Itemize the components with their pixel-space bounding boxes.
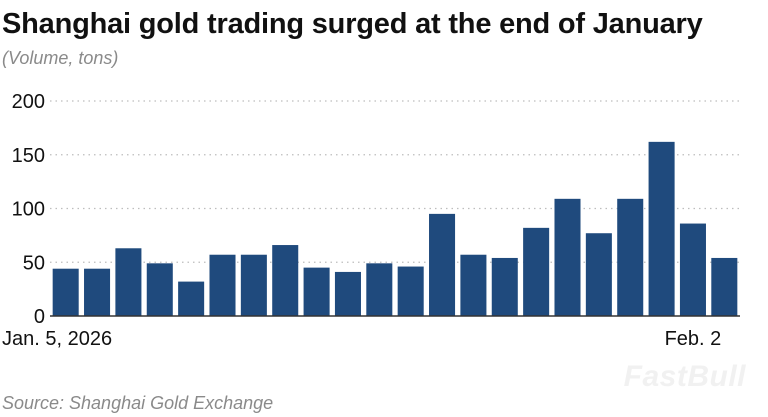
y-tick-label: 100	[12, 199, 45, 221]
bar	[617, 198, 644, 316]
bar	[209, 254, 236, 316]
bar	[460, 254, 487, 316]
bar	[491, 257, 518, 316]
x-tick-label: Jan. 5, 2026	[2, 328, 112, 350]
bar	[397, 266, 424, 316]
bar	[334, 271, 361, 316]
y-tick-label: 0	[34, 306, 45, 328]
bar-chart: 0 50 100 150 200 Jan. 5, 2026 Feb. 2	[2, 91, 740, 350]
bar	[146, 263, 173, 316]
watermark-logo: FastBull	[623, 360, 746, 393]
bar	[272, 245, 299, 316]
bar	[240, 254, 267, 316]
source-note: Source: Shanghai Gold Exchange	[2, 393, 274, 413]
x-tick-label: Feb. 2	[665, 328, 722, 350]
bar	[523, 227, 550, 316]
bar	[648, 141, 675, 316]
y-tick-label: 200	[12, 91, 45, 113]
y-tick-label: 150	[12, 145, 45, 167]
bar	[711, 257, 738, 316]
bar	[554, 198, 581, 316]
bar	[679, 223, 706, 316]
bar	[84, 268, 111, 316]
bar	[52, 268, 79, 316]
chart-subtitle: (Volume, tons)	[2, 48, 119, 68]
bar	[585, 233, 612, 316]
bar	[115, 248, 142, 316]
bar	[366, 263, 393, 316]
bar	[429, 213, 456, 316]
chart-title: Shanghai gold trading surged at the end …	[2, 8, 703, 40]
bar	[303, 267, 330, 316]
y-tick-label: 50	[23, 252, 45, 274]
bar	[178, 281, 205, 316]
